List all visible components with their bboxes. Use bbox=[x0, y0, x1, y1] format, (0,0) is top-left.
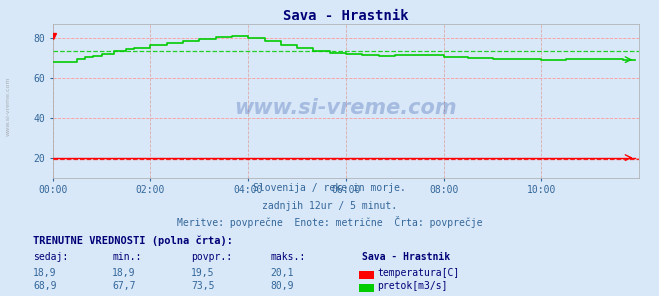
Text: Sava - Hrastnik: Sava - Hrastnik bbox=[362, 252, 451, 263]
Text: 19,5: 19,5 bbox=[191, 268, 215, 278]
Text: 73,5: 73,5 bbox=[191, 281, 215, 292]
Text: Meritve: povprečne  Enote: metrične  Črta: povprečje: Meritve: povprečne Enote: metrične Črta:… bbox=[177, 216, 482, 229]
Text: www.si-vreme.com: www.si-vreme.com bbox=[5, 77, 11, 136]
Text: min.:: min.: bbox=[112, 252, 142, 263]
Text: 67,7: 67,7 bbox=[112, 281, 136, 292]
Bar bbox=[359, 271, 374, 279]
Text: sedaj:: sedaj: bbox=[33, 252, 68, 263]
Text: 18,9: 18,9 bbox=[112, 268, 136, 278]
Text: maks.:: maks.: bbox=[270, 252, 305, 263]
Text: 18,9: 18,9 bbox=[33, 268, 57, 278]
Title: Sava - Hrastnik: Sava - Hrastnik bbox=[283, 9, 409, 22]
Text: povpr.:: povpr.: bbox=[191, 252, 232, 263]
Text: 20,1: 20,1 bbox=[270, 268, 294, 278]
Text: www.si-vreme.com: www.si-vreme.com bbox=[235, 98, 457, 118]
Text: temperatura[C]: temperatura[C] bbox=[378, 268, 460, 278]
Text: 68,9: 68,9 bbox=[33, 281, 57, 292]
Text: TRENUTNE VREDNOSTI (polna črta):: TRENUTNE VREDNOSTI (polna črta): bbox=[33, 236, 233, 246]
Text: Slovenija / reke in morje.: Slovenija / reke in morje. bbox=[253, 183, 406, 193]
Text: pretok[m3/s]: pretok[m3/s] bbox=[378, 281, 448, 292]
Bar bbox=[359, 284, 374, 292]
Text: zadnjih 12ur / 5 minut.: zadnjih 12ur / 5 minut. bbox=[262, 201, 397, 211]
Text: 80,9: 80,9 bbox=[270, 281, 294, 292]
